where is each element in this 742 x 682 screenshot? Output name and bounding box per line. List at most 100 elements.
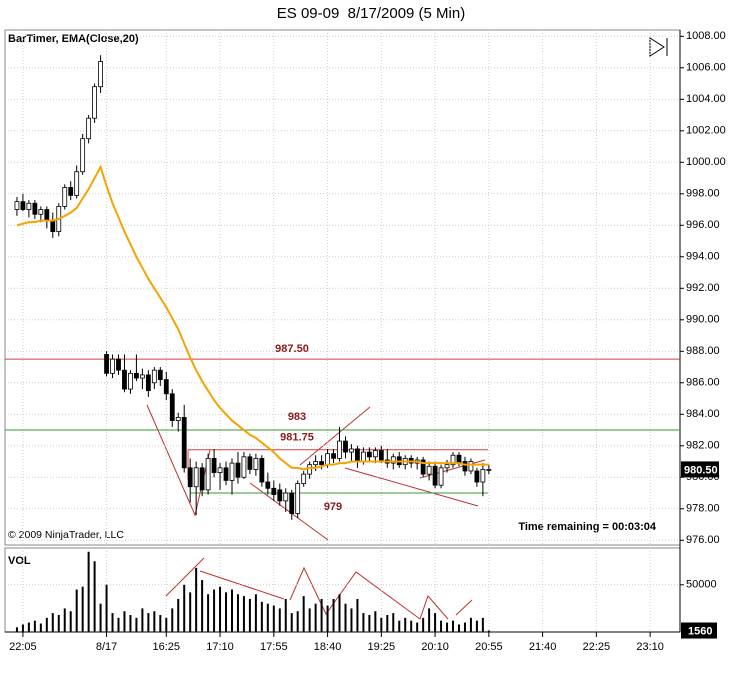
- y-tick-label: 1000.00: [686, 156, 726, 168]
- candle-body: [193, 467, 199, 488]
- candle-body: [20, 201, 26, 210]
- candle-body: [211, 457, 217, 473]
- candle-body: [44, 209, 50, 221]
- candle-body: [253, 457, 259, 470]
- last-volume-box: [681, 622, 717, 639]
- candle-body: [343, 440, 348, 453]
- y-tick-label: 982.00: [686, 440, 720, 452]
- candle-body: [110, 358, 115, 374]
- y-tick-label: 50000: [686, 579, 717, 591]
- candle-body: [199, 467, 205, 491]
- candle-body: [169, 393, 175, 421]
- ema-line: [16, 164, 489, 471]
- x-tick-label: 20:10: [421, 641, 449, 653]
- candle-body: [289, 492, 295, 514]
- x-tick-label: 23:10: [636, 641, 664, 653]
- candle-body: [26, 202, 32, 210]
- x-tick-label: 19:25: [368, 641, 396, 653]
- candle-body: [271, 487, 277, 496]
- candle-body: [68, 187, 74, 196]
- candle-body: [223, 467, 229, 481]
- y-tick-label: 1002.00: [686, 125, 726, 137]
- x-tick-label: 22:25: [583, 641, 611, 653]
- candle-body: [98, 61, 103, 88]
- candle-body: [331, 453, 336, 459]
- y-tick-label: 1006.00: [686, 62, 726, 74]
- candle-body: [163, 379, 169, 395]
- candle-body: [486, 469, 492, 471]
- candle-body: [128, 372, 133, 390]
- candle-body: [283, 492, 289, 502]
- candle-body: [50, 220, 56, 232]
- candle-body: [325, 453, 330, 466]
- candle-body: [390, 456, 396, 464]
- y-tick-label: 998.00: [686, 188, 720, 200]
- candle-body: [307, 464, 313, 475]
- trendline: [146, 404, 211, 517]
- candle-body: [462, 461, 468, 472]
- candle-body: [62, 187, 68, 207]
- candle-body: [145, 374, 151, 392]
- candle-body: [116, 358, 121, 371]
- candle-body: [139, 374, 145, 379]
- y-tick-label: 996.00: [686, 219, 720, 231]
- y-tick-label: 984.00: [686, 408, 720, 420]
- y-tick-label: 1004.00: [686, 93, 726, 105]
- drawing-objects: [146, 404, 486, 620]
- x-tick-label: 17:55: [260, 641, 288, 653]
- last-volume-label: 1560: [688, 625, 712, 637]
- candle-body: [92, 86, 98, 119]
- candle-body: [205, 457, 211, 491]
- candle-body: [438, 467, 444, 486]
- indicator-label: BarTimer, EMA(Close,20): [8, 33, 139, 45]
- level-label: 981.75: [280, 432, 314, 444]
- volume-label: VOL: [8, 555, 31, 567]
- candle-body: [313, 461, 319, 466]
- candle-body: [349, 448, 354, 453]
- x-tick-label: 20:55: [475, 641, 503, 653]
- candle-body: [247, 456, 253, 470]
- play-triangle[interactable]: [649, 37, 665, 57]
- candle-body: [361, 451, 366, 462]
- candle-body: [444, 464, 450, 469]
- candle-body: [235, 462, 241, 478]
- copyright: © 2009 NinjaTrader, LLC: [8, 529, 124, 541]
- candle-body: [181, 417, 187, 469]
- candle-body: [420, 459, 426, 475]
- candle-body: [80, 138, 86, 173]
- candle-body: [32, 202, 38, 215]
- y-tick-label: 1008.00: [686, 30, 726, 42]
- candle-body: [265, 481, 271, 489]
- candle-body: [372, 450, 378, 458]
- candle-body: [14, 201, 20, 210]
- y-tick-label: 992.00: [686, 282, 720, 294]
- y-tick-label: 986.00: [686, 377, 720, 389]
- level-label: 979: [324, 501, 342, 513]
- level-label: 987.50: [275, 343, 309, 355]
- candle-body: [468, 461, 474, 472]
- last-price-box: [681, 461, 719, 478]
- y-tick-label: 978.00: [686, 503, 720, 515]
- candle-body: [86, 117, 92, 140]
- candle-body: [480, 469, 486, 483]
- candle-body: [187, 467, 193, 488]
- candle-body: [157, 369, 163, 381]
- candle-body: [456, 454, 462, 464]
- candle-body: [74, 171, 80, 196]
- candle-body: [122, 369, 127, 390]
- x-tick-label: 22:05: [9, 641, 37, 653]
- candle-body: [217, 467, 223, 473]
- level-label: 983: [288, 411, 306, 423]
- x-tick-label: 8/17: [96, 641, 117, 653]
- candle-body: [366, 451, 372, 458]
- candle-body: [337, 440, 342, 459]
- play-icon[interactable]: [649, 37, 668, 57]
- y-tick-label: 990.00: [686, 314, 720, 326]
- y-tick-label: 976.00: [686, 534, 720, 546]
- candle-body: [241, 456, 247, 478]
- trendline: [419, 459, 486, 479]
- candle-body: [175, 417, 181, 421]
- candle-body: [134, 372, 139, 379]
